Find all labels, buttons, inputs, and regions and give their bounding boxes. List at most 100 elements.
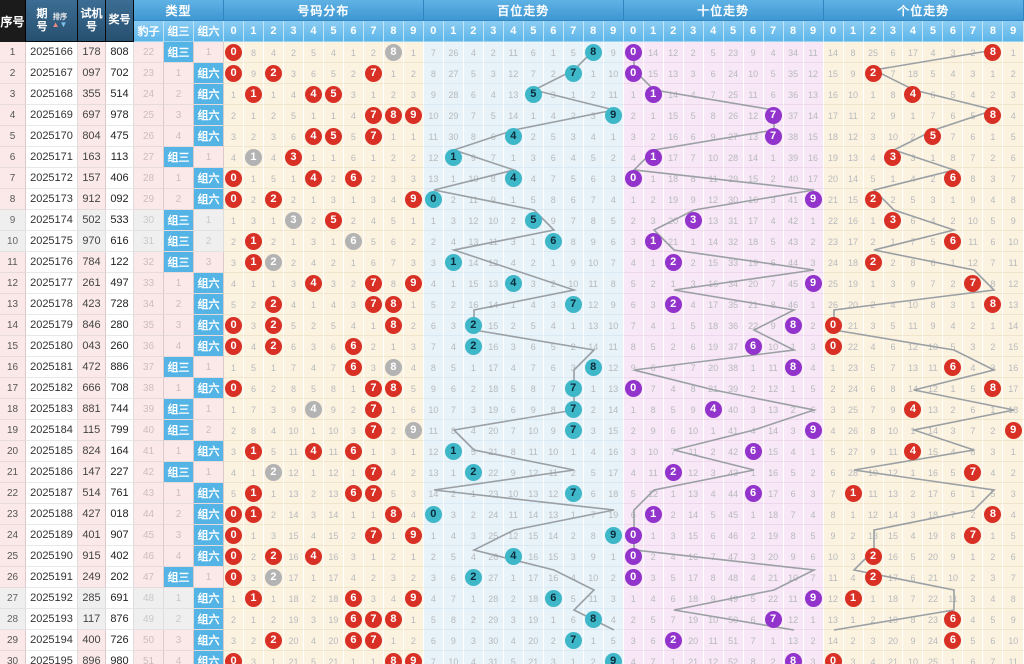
- miss-cell: 4: [803, 357, 824, 378]
- miss-cell: 8: [244, 42, 264, 63]
- sort-asc-icon[interactable]: ▲: [51, 19, 60, 29]
- miss-cell: 4: [323, 42, 344, 63]
- miss-cell: 4: [224, 147, 244, 168]
- miss-cell: 4: [563, 567, 584, 588]
- ball-cell: 6: [343, 630, 364, 651]
- miss-cell: 9: [903, 273, 924, 294]
- miss-cell: 3: [963, 336, 984, 357]
- test-number-cell: 401: [78, 525, 106, 546]
- sort-desc-icon[interactable]: ▼: [59, 19, 68, 29]
- miss-cell: 24: [483, 504, 504, 525]
- type-cell: 2: [164, 84, 194, 105]
- miss-cell: 1: [423, 525, 444, 546]
- prize-number-cell: 402: [106, 546, 134, 567]
- miss-cell: 6: [863, 378, 884, 399]
- red-number-ball: 1: [244, 442, 262, 460]
- ball-cell: 7: [563, 630, 584, 651]
- seq-cell: 3: [0, 84, 26, 105]
- miss-cell: 8: [1003, 588, 1024, 609]
- miss-cell: 5: [983, 210, 1004, 231]
- miss-cell: 12: [1003, 273, 1024, 294]
- seq-cell: 25: [0, 546, 26, 567]
- miss-cell: 4: [303, 525, 324, 546]
- ball-cell: 7: [363, 105, 384, 126]
- red-number-ball: 2: [264, 337, 282, 355]
- ball-cell: 9: [603, 525, 624, 546]
- miss-cell: 1: [283, 231, 304, 252]
- miss-cell: 2: [963, 567, 984, 588]
- miss-cell: 17: [923, 483, 944, 504]
- red-number-ball: 5: [324, 127, 342, 145]
- miss-cell: 9: [563, 252, 584, 273]
- miss-cell: 1: [383, 525, 404, 546]
- sort-control[interactable]: 排序 ▲▼: [51, 12, 68, 29]
- ball-cell: 8: [383, 105, 404, 126]
- miss-cell: 9: [543, 210, 564, 231]
- miss-cell: 19: [483, 399, 504, 420]
- miss-cell: 2: [763, 651, 784, 664]
- miss-cell: 1: [244, 168, 264, 189]
- miss-cell: 3: [283, 63, 304, 84]
- miss-cell: 9: [523, 399, 544, 420]
- type-cell: 32: [134, 252, 164, 273]
- miss-cell: 3: [743, 546, 764, 567]
- miss-cell: 4: [224, 273, 244, 294]
- seq-cell: 20: [0, 441, 26, 462]
- ball-cell: 8: [983, 105, 1004, 126]
- miss-cell: 2: [643, 273, 664, 294]
- miss-cell: 2: [703, 441, 724, 462]
- red-number-ball: 1: [844, 589, 862, 607]
- type-highlight-cell: 组六: [194, 126, 225, 147]
- miss-cell: 4: [883, 294, 904, 315]
- miss-cell: 1: [323, 105, 344, 126]
- ball-cell: 6: [343, 609, 364, 630]
- miss-cell: 14: [1003, 315, 1024, 336]
- miss-cell: 1: [503, 147, 524, 168]
- type-cell: 1: [194, 462, 225, 483]
- miss-cell: 17: [663, 147, 684, 168]
- miss-cell: 10: [903, 651, 924, 664]
- purple-number-ball: 3: [684, 211, 702, 229]
- miss-cell: 3: [244, 651, 264, 664]
- miss-cell: 17: [1003, 378, 1024, 399]
- miss-cell: 12: [503, 525, 524, 546]
- table-row: 19 2025184 115 799 40 组三 2 2 8 4 10 1 10 3 7 2 9 11 8 4 20 7 1…: [0, 420, 1024, 441]
- ball-cell: 6: [943, 630, 964, 651]
- digit-col-header: 8: [983, 21, 1004, 42]
- miss-cell: 7: [1003, 168, 1024, 189]
- miss-cell: 1: [303, 294, 324, 315]
- seq-cell: 7: [0, 168, 26, 189]
- ball-cell: 2: [263, 294, 284, 315]
- miss-cell: 1: [763, 630, 784, 651]
- seq-cell: 24: [0, 525, 26, 546]
- miss-cell: 1: [563, 84, 584, 105]
- miss-cell: 16: [543, 567, 564, 588]
- ball-cell: 8: [783, 357, 804, 378]
- red-number-ball: 6: [344, 631, 362, 649]
- miss-cell: 8: [583, 210, 604, 231]
- miss-cell: 2: [763, 168, 784, 189]
- miss-cell: 8: [703, 567, 724, 588]
- ball-cell: 9: [1003, 420, 1024, 441]
- miss-cell: 1: [403, 441, 424, 462]
- red-number-ball: 4: [904, 85, 922, 103]
- miss-cell: 1: [443, 273, 464, 294]
- miss-cell: 1: [883, 168, 904, 189]
- seq-cell: 5: [0, 126, 26, 147]
- digit-col-header: 6: [743, 21, 764, 42]
- miss-cell: 5: [743, 588, 764, 609]
- miss-cell: 5: [443, 546, 464, 567]
- type-cell: 3: [164, 315, 194, 336]
- miss-cell: 8: [543, 399, 564, 420]
- miss-cell: 1: [663, 651, 684, 664]
- miss-cell: 18: [743, 231, 764, 252]
- miss-cell: 4: [863, 336, 884, 357]
- miss-cell: 8: [823, 504, 844, 525]
- miss-cell: 10: [283, 420, 304, 441]
- miss-cell: 11: [1003, 252, 1024, 273]
- red-number-ball: 8: [984, 295, 1002, 313]
- test-number-cell: 915: [78, 546, 106, 567]
- miss-cell: 1: [543, 252, 564, 273]
- miss-cell: 1: [663, 483, 684, 504]
